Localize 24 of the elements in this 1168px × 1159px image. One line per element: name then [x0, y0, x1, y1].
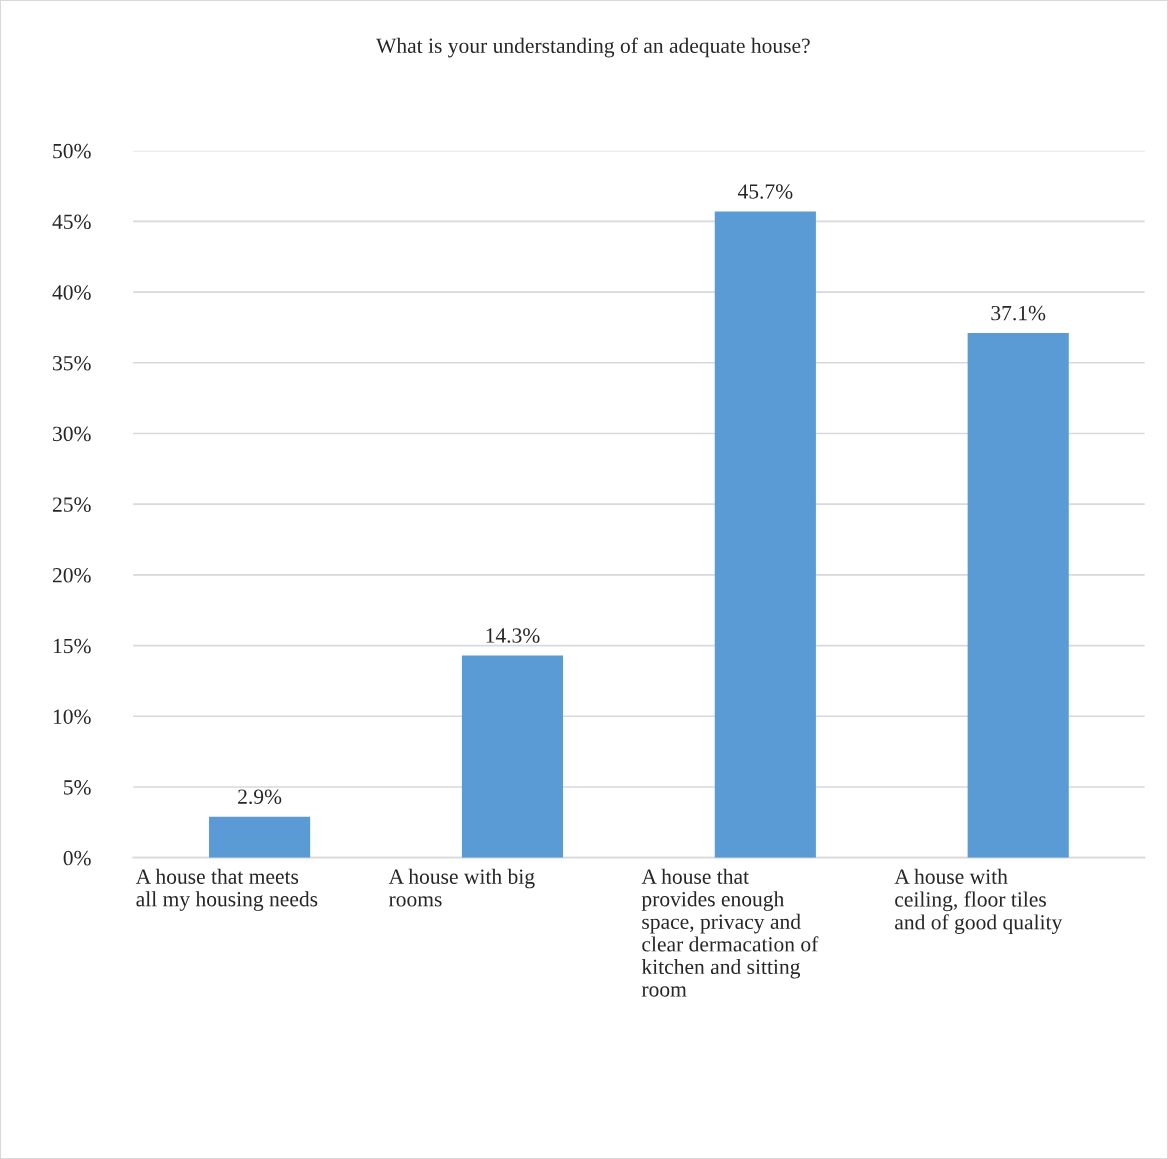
x-tick-label: A house that provides enough space, privacy and clear dermacation of kitchen and sitting room — [641, 868, 819, 997]
y-tick-label: 0% — [63, 850, 91, 866]
y-tick-label: 5% — [64, 780, 91, 795]
x-tick-label: A house with ceiling, floor tiles and of good quality — [894, 868, 1063, 934]
y-tick-label: 45% — [52, 214, 91, 230]
y-tick-label: 25% — [52, 497, 91, 512]
y-tick-label: 15% — [53, 638, 91, 654]
x-tick-label: A house with big rooms — [388, 868, 535, 907]
y-tick-label: 10% — [53, 709, 91, 725]
data-label: 14.3% — [486, 628, 540, 643]
x-tick-label: A house that meets all my housing needs — [135, 868, 318, 911]
y-tick-label: 30% — [53, 426, 91, 442]
bar — [209, 816, 311, 858]
y-tick-label: 20% — [52, 568, 91, 583]
bar — [461, 655, 564, 858]
chart-title: What is your understanding of an adequate house? — [376, 37, 810, 58]
bar — [714, 211, 816, 858]
y-tick-label: 40% — [52, 285, 91, 300]
bar — [967, 333, 1069, 858]
data-label: 37.1% — [991, 305, 1046, 321]
y-tick-label: 35% — [53, 355, 91, 371]
y-tick-label: 50% — [53, 143, 91, 159]
data-label: 2.9% — [238, 789, 282, 805]
data-label: 45.7% — [737, 184, 793, 199]
